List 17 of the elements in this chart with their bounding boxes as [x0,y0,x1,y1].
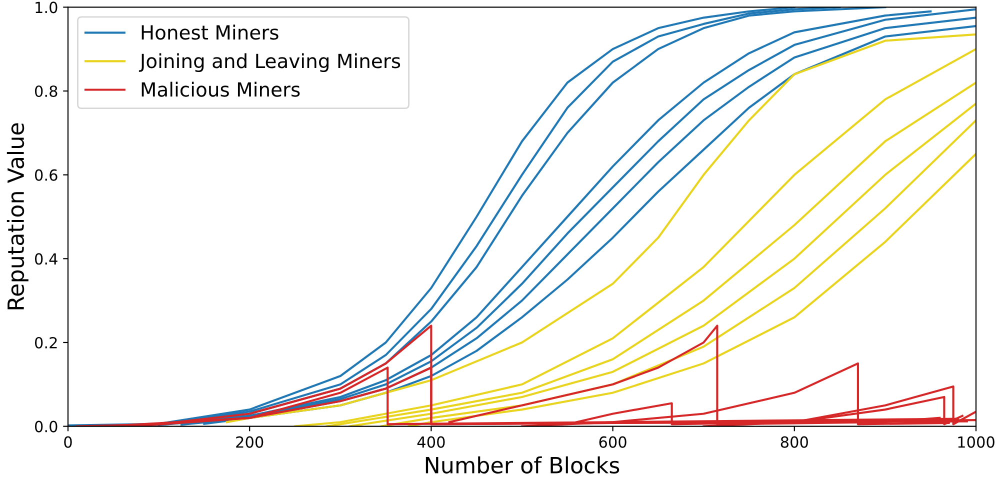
x-tick-label: 600 [599,436,626,448]
y-tick-label: 0.0 [34,420,58,432]
x-axis-title: Number of Blocks [426,456,620,474]
legend-label: Joining and Leaving Miners [138,53,400,72]
x-tick-label: 800 [780,436,808,448]
y-tick-label: 0.4 [34,253,58,265]
y-tick-label: 0.6 [34,169,58,181]
y-tick-label: 1.0 [36,2,58,14]
y-axis-title: Reputation Value [6,123,28,310]
x-tick-label: 200 [236,436,264,448]
y-tick-label: 0.2 [34,336,57,349]
x-tick-label: 400 [417,436,445,448]
x-tick-label: 0 [64,436,72,448]
y-tick-label: 0.8 [34,85,58,98]
legend-label: Honest Miners [142,24,278,40]
legend-label: Malicious Miners [142,82,300,97]
x-tick-label: 1000 [958,436,994,448]
